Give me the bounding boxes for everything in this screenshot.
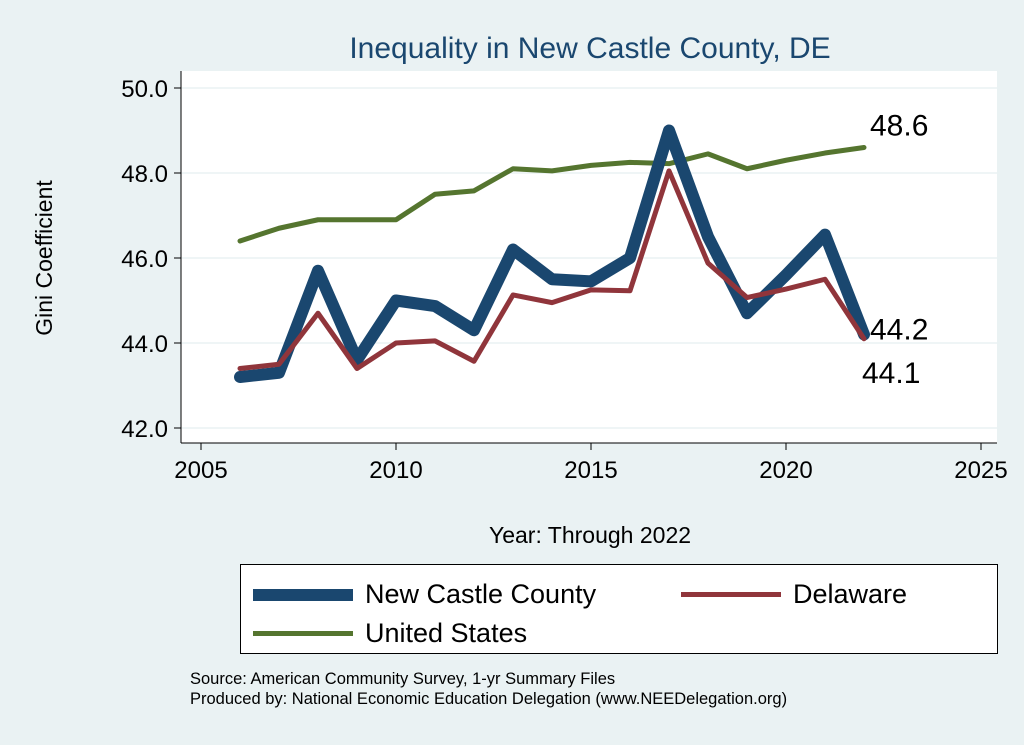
plot-area: [181, 71, 997, 443]
legend-label: Delaware: [793, 579, 908, 609]
x-tick-label: 2020: [759, 457, 812, 484]
x-tick-label: 2005: [174, 457, 227, 484]
x-tick-label: 2025: [954, 457, 1007, 484]
y-tick-label: 48.0: [121, 161, 168, 188]
x-axis-label: Year: Through 2022: [489, 522, 691, 548]
series-line-delaware: [237, 168, 867, 371]
legend-item-united-states: United States: [253, 618, 527, 649]
legend-item-new-castle-county: New Castle County: [253, 579, 596, 610]
chart-title: Inequality in New Castle County, DE: [349, 32, 830, 65]
y-tick-label: 42.0: [121, 416, 168, 443]
x-tick-label: 2015: [564, 457, 617, 484]
y-tick-label: 50.0: [121, 76, 168, 103]
legend: New Castle County Delaware United States: [240, 564, 998, 654]
y-tick-label: 46.0: [121, 246, 168, 273]
source-text: Source: American Community Survey, 1-yr …: [190, 670, 616, 688]
legend-swatch: [253, 588, 353, 601]
series-line-united-states: [237, 145, 867, 244]
legend-item-delaware: Delaware: [681, 579, 907, 610]
produced-by-text: Produced by: National Economic Education…: [190, 690, 788, 708]
end-label: 44.2: [870, 314, 928, 347]
series-line-new-castle-county: [234, 124, 870, 383]
y-tick-label: 44.0: [121, 331, 168, 358]
end-label: 44.1: [862, 357, 920, 390]
legend-swatch: [681, 592, 781, 597]
y-axis-label: Gini Coefficient: [31, 180, 57, 336]
x-tick-label: 2010: [369, 457, 422, 484]
legend-swatch: [253, 631, 353, 636]
legend-label: New Castle County: [365, 579, 597, 609]
legend-label: United States: [365, 618, 528, 648]
end-label: 48.6: [870, 110, 928, 143]
source-notes: Source: American Community Survey, 1-yr …: [190, 669, 787, 709]
